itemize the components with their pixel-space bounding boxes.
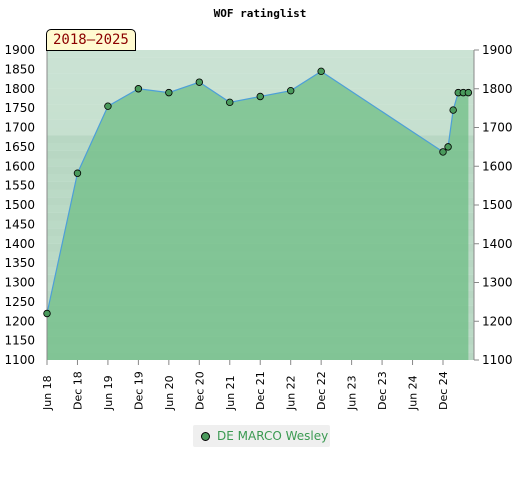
data-point (449, 106, 457, 114)
y-tick-label: 1200 (4, 314, 35, 328)
background-band (47, 88, 474, 97)
x-tick-label: Jun 23 (346, 375, 359, 411)
data-point (464, 88, 473, 97)
x-axis: Jun 18 Dec 18 Jun 19 Dec 19 Jun 20 Dec 20 Jun … (41, 360, 450, 411)
y-tick-label: 1100 (4, 353, 35, 367)
y-tick-label: 1550 (4, 179, 35, 193)
data-point (317, 67, 325, 76)
y-tick-label-right: 1700 (482, 121, 513, 135)
legend-marker-icon (201, 432, 210, 441)
y-tick-label: 1900 (4, 43, 35, 57)
x-tick-label: Jun 18 (41, 375, 54, 411)
period-badge: 2018–2025 (46, 29, 136, 51)
background-band (47, 73, 474, 81)
data-point (134, 85, 143, 93)
legend-label: DE MARCO Wesley (217, 429, 329, 443)
y-tick-label: 1300 (4, 276, 35, 290)
x-tick-label: Jun 24 (407, 375, 420, 411)
x-tick-label: Dec 20 (193, 371, 206, 410)
background-band (47, 50, 474, 58)
data-point (444, 143, 452, 151)
x-tick-label: Dec 23 (376, 371, 389, 410)
data-point (104, 102, 112, 110)
data-point (73, 169, 82, 177)
x-tick-label: Jun 22 (285, 375, 298, 411)
x-tick-label: Jun 19 (102, 375, 115, 411)
y-tick-label-right: 1900 (482, 43, 513, 57)
y-tick-label: 1400 (4, 237, 35, 251)
y-axis-left: 1100 1150 1200 1250 1300 1350 1400 1450 1500 1550… (4, 43, 35, 367)
x-tick-label: Jun 21 (224, 375, 237, 411)
y-tick-label: 1600 (4, 159, 35, 173)
data-point (439, 148, 447, 156)
y-tick-label: 1850 (4, 62, 35, 76)
y-tick-label-right: 1100 (482, 353, 513, 367)
y-tick-label: 1650 (4, 140, 35, 154)
background-band (47, 57, 474, 66)
y-tick-label-right: 1300 (482, 276, 513, 290)
x-tick-label: Dec 24 (437, 371, 450, 410)
y-tick-label: 1800 (4, 82, 35, 96)
y-tick-label: 1150 (4, 334, 35, 348)
x-tick-label: Dec 19 (132, 371, 145, 410)
series-line (46, 70, 469, 314)
data-point (286, 86, 295, 95)
y-axis-right: 1100 1200 1300 1400 1500 1600 1700 1800 1900 (474, 43, 513, 367)
series-area (47, 71, 469, 360)
y-tick-label: 1500 (4, 198, 35, 212)
y-tick-label-right: 1400 (482, 237, 513, 251)
y-tick-label: 1450 (4, 217, 35, 231)
x-tick-label: Dec 21 (254, 371, 267, 410)
data-point (195, 78, 204, 86)
data-point (226, 98, 234, 107)
y-tick-label-right: 1200 (482, 314, 513, 328)
data-point (165, 88, 173, 97)
data-points (43, 67, 473, 318)
y-tick-label-right: 1600 (482, 159, 513, 173)
y-tick-label: 1700 (4, 121, 35, 135)
legend: DE MARCO Wesley (193, 425, 330, 447)
y-tick-label-right: 1500 (482, 198, 513, 212)
x-tick-label: Dec 22 (315, 371, 328, 410)
data-point (43, 309, 51, 318)
y-tick-label-right: 1800 (482, 82, 513, 96)
chart-title: WOF ratinglist (214, 7, 307, 20)
data-point (256, 92, 264, 101)
y-tick-label: 1250 (4, 295, 35, 309)
area-layer (46, 70, 469, 360)
x-tick-label: Jun 20 (163, 375, 176, 411)
y-tick-label: 1350 (4, 256, 35, 270)
y-tick-label: 1750 (4, 101, 35, 115)
background-band (47, 81, 474, 89)
x-tick-label: Dec 18 (71, 371, 84, 410)
background-band (47, 65, 474, 74)
